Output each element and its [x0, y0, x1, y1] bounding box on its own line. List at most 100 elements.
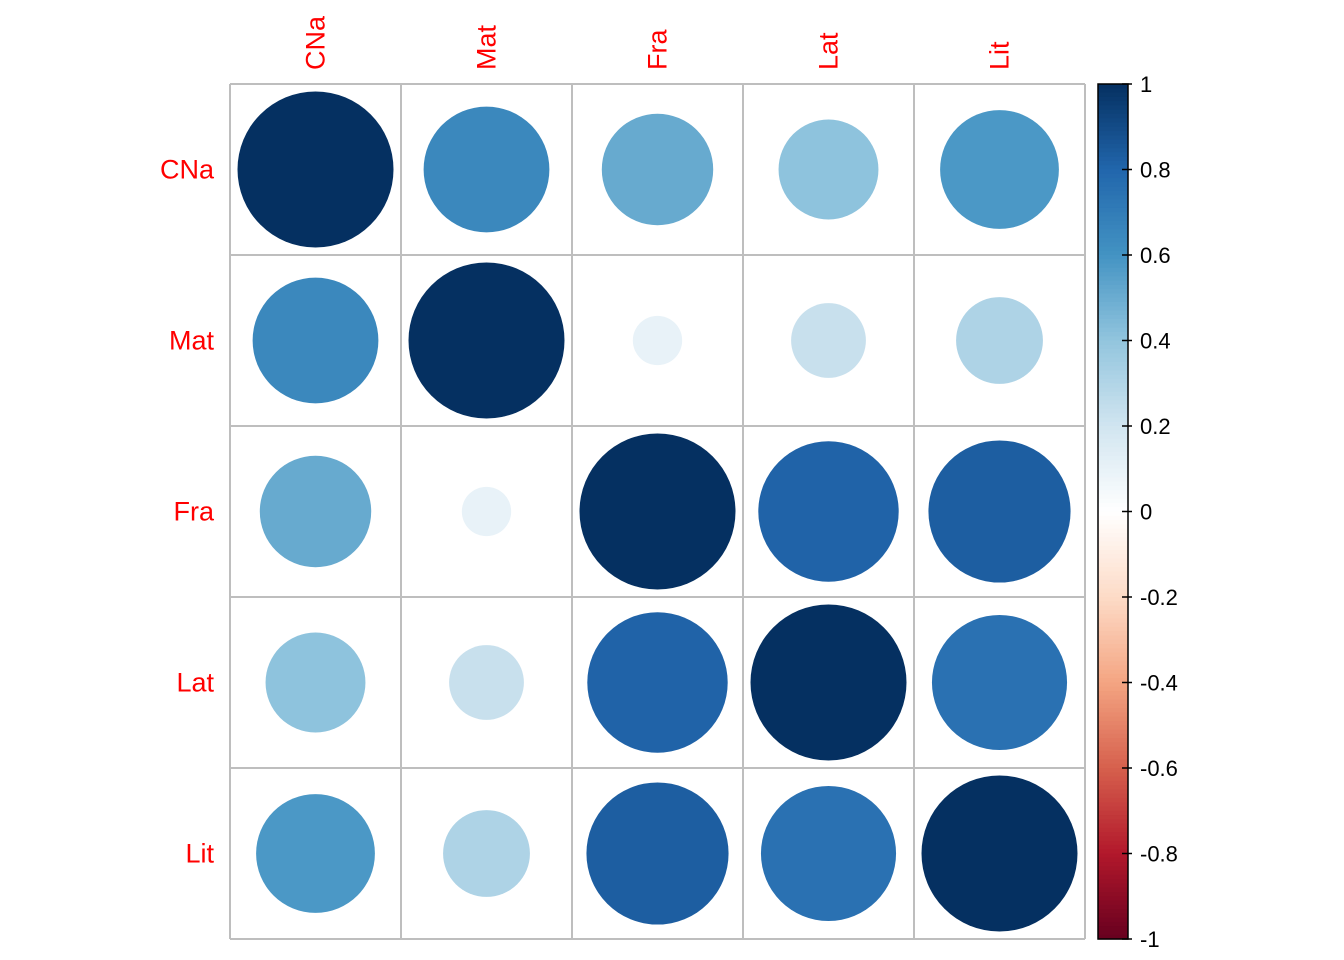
colorbar-segment — [1098, 626, 1128, 632]
corr-circle-Mat-Lit — [956, 297, 1043, 384]
colorbar-segment — [1098, 143, 1128, 149]
colorbar-segment — [1098, 460, 1128, 466]
corr-circle-CNa-Fra — [601, 113, 714, 226]
row-label-CNa: CNa — [160, 155, 215, 185]
colorbar-segment — [1098, 511, 1128, 517]
colorbar-segment — [1098, 464, 1128, 470]
colorbar-segment — [1098, 195, 1128, 201]
colorbar-segment — [1098, 541, 1128, 547]
colorbar-segment — [1098, 383, 1128, 389]
colorbar-segment — [1098, 216, 1128, 222]
colorbar-segment — [1098, 92, 1128, 98]
colorbar-segment — [1098, 528, 1128, 534]
colorbar-segment — [1098, 797, 1128, 803]
colorbar-segment — [1098, 344, 1128, 350]
colorbar-tick-label: -0.8 — [1140, 842, 1178, 867]
colorbar-segment — [1098, 686, 1128, 692]
colorbar-segment — [1098, 652, 1128, 658]
colorbar-segment — [1098, 776, 1128, 782]
colorbar-segment — [1098, 331, 1128, 337]
colorbar-segment — [1098, 207, 1128, 213]
colorbar-segment — [1098, 417, 1128, 423]
colorbar-segment — [1098, 199, 1128, 205]
colorbar-segment — [1098, 507, 1128, 513]
colorbar-segment — [1098, 118, 1128, 124]
colorbar-segment — [1098, 639, 1128, 645]
colorbar-segment — [1098, 810, 1128, 816]
colorbar-segment — [1098, 588, 1128, 594]
colorbar-segment — [1098, 494, 1128, 500]
corr-circle-Fra-Lat — [758, 441, 899, 582]
colorbar-segment — [1098, 84, 1128, 89]
corr-circle-CNa-Lit — [940, 110, 1059, 229]
col-label-Mat: Mat — [472, 24, 502, 70]
colorbar-segment — [1098, 691, 1128, 696]
colorbar-segment — [1098, 220, 1128, 226]
colorbar-segment — [1098, 212, 1128, 218]
colorbar-tick-label: 0.4 — [1140, 329, 1171, 354]
colorbar-segment — [1098, 113, 1128, 119]
colorbar-segment — [1098, 455, 1128, 461]
colorbar-segment — [1098, 575, 1128, 581]
colorbar-segment — [1098, 780, 1128, 786]
colorbar-segment — [1098, 793, 1128, 799]
colorbar-segment — [1098, 562, 1128, 568]
colorbar-segment — [1098, 844, 1128, 850]
colorbar-segment — [1098, 203, 1128, 209]
colorbar-segment — [1098, 900, 1128, 906]
colorbar-segment — [1098, 930, 1128, 936]
colorbar-segment — [1098, 306, 1128, 312]
colorbar-segment — [1098, 126, 1128, 132]
colorbar-segment — [1098, 750, 1128, 756]
colorbar-segment — [1098, 165, 1128, 171]
colorbar-segment — [1098, 601, 1128, 607]
colorbar-segment — [1098, 853, 1128, 859]
colorbar-segment — [1098, 391, 1128, 397]
colorbar-segment — [1098, 802, 1128, 808]
colorbar-segment — [1098, 673, 1128, 679]
colorbar-tick-label: 0 — [1140, 500, 1152, 525]
colorbar-segment — [1098, 891, 1128, 897]
colorbar-segment — [1098, 819, 1128, 825]
colorbar-segment — [1098, 413, 1128, 419]
colorbar-segment — [1098, 152, 1128, 158]
colorbar-segment — [1098, 759, 1128, 765]
colorbar-segment — [1098, 357, 1128, 363]
colorbar-segment — [1098, 669, 1128, 675]
colorbar-segment — [1098, 160, 1128, 166]
colorbar-segment — [1098, 840, 1128, 846]
colorbar-tick-label: -0.4 — [1140, 671, 1178, 696]
colorbar-segment — [1098, 276, 1128, 282]
colorbar-segment — [1098, 131, 1128, 136]
colorbar-segment — [1098, 537, 1128, 543]
colorbar-segment — [1098, 280, 1128, 286]
colorbar-segment — [1098, 122, 1128, 128]
corr-circle-Mat-Mat — [408, 262, 565, 419]
colorbar-segment — [1098, 378, 1128, 384]
colorbar-segment — [1098, 648, 1128, 654]
row-label-Lat: Lat — [176, 668, 214, 698]
corr-circle-Lit-Lit — [921, 775, 1078, 932]
colorbar-segment — [1098, 703, 1128, 709]
colorbar-segment — [1098, 443, 1128, 448]
colorbar-segment — [1098, 926, 1128, 932]
colorbar-segment — [1098, 545, 1128, 551]
colorbar-segment — [1098, 716, 1128, 722]
colorbar-segment — [1098, 340, 1128, 346]
colorbar-segment — [1098, 434, 1128, 440]
colorbar-segment — [1098, 549, 1128, 555]
colorbar-segment — [1098, 88, 1128, 94]
colorbar-segment — [1098, 883, 1128, 889]
colorbar-segment — [1098, 755, 1128, 761]
colorbar-segment — [1098, 169, 1128, 175]
colorbar-segment — [1098, 515, 1128, 521]
colorbar-segment — [1098, 323, 1128, 329]
corr-circle-Lat-Mat — [449, 645, 524, 720]
row-label-Lit: Lit — [185, 839, 214, 869]
corr-circle-Lat-Lat — [750, 604, 907, 761]
colorbar-segment — [1098, 708, 1128, 714]
colorbar-segment — [1098, 139, 1128, 145]
colorbar-segment — [1098, 370, 1128, 376]
colorbar-segment — [1098, 310, 1128, 316]
colorbar-segment — [1098, 806, 1128, 812]
